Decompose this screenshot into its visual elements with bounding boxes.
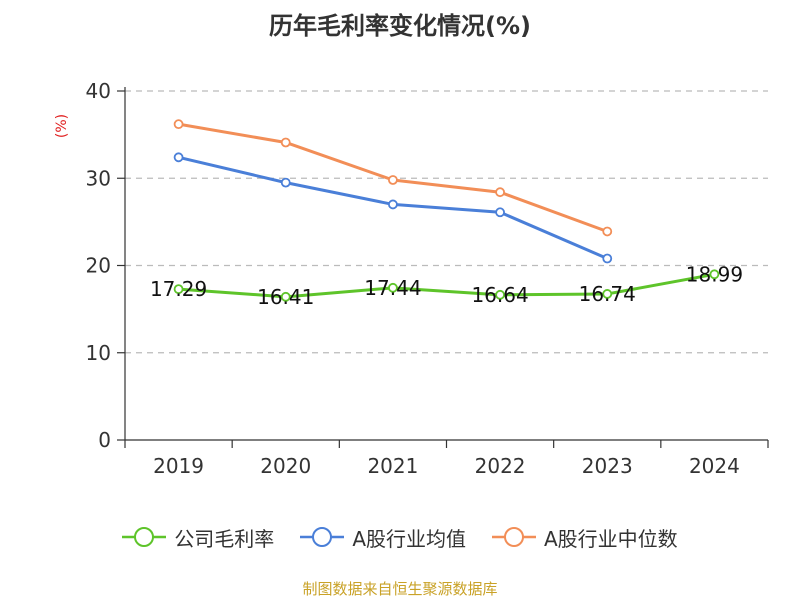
legend-marker-icon	[492, 527, 536, 547]
x-tick-label: 2019	[153, 454, 204, 478]
data-point	[280, 137, 291, 148]
legend-label: A股行业均值	[352, 526, 466, 551]
chart-title: 历年毛利率变化情况(%)	[269, 12, 531, 40]
x-tick-label: 2023	[582, 454, 633, 478]
series-line	[178, 272, 715, 299]
x-tick-label: 2021	[367, 454, 418, 478]
data-point	[602, 253, 613, 264]
legend-label: 公司毛利率	[174, 526, 275, 551]
data-label: 17.44	[364, 276, 421, 300]
y-tick-label: 20	[86, 254, 111, 278]
data-point	[709, 269, 720, 280]
legend-item[interactable]: A股行业中位数	[492, 523, 678, 552]
y-tick-label: 30	[86, 166, 111, 190]
data-point	[602, 289, 613, 299]
y-tick-label: 40	[86, 79, 111, 103]
data-point	[602, 226, 613, 237]
data-label: 16.64	[471, 283, 528, 307]
data-label: 17.29	[150, 277, 207, 301]
data-point	[173, 284, 184, 295]
data-label: 16.74	[579, 282, 636, 306]
legend-label: A股行业中位数	[544, 526, 678, 551]
data-point	[495, 207, 505, 218]
chart-legend: 公司毛利率 A股行业均值 A股行业中位数	[0, 520, 800, 554]
x-tick-label: 2024	[689, 454, 740, 478]
legend-marker-icon	[122, 527, 167, 547]
y-tick-label: 10	[86, 341, 111, 365]
data-point	[388, 282, 398, 293]
data-point	[280, 177, 291, 188]
data-label: 18.99	[686, 262, 743, 286]
data-point	[388, 175, 398, 185]
legend-marker-icon	[300, 527, 345, 547]
x-tick-label: 2020	[260, 454, 311, 478]
data-point	[495, 187, 505, 198]
legend-item[interactable]: 公司毛利率	[122, 523, 274, 552]
data-point	[280, 291, 291, 302]
legend-item[interactable]: A股行业均值	[300, 523, 466, 552]
data-label: 16.41	[257, 285, 314, 309]
data-point	[173, 152, 184, 163]
y-tick-label: 0	[98, 428, 111, 452]
data-point	[495, 289, 505, 300]
data-point	[388, 199, 398, 210]
x-tick-label: 2022	[475, 454, 526, 478]
source-note: 制图数据来自恒生聚源数据库	[302, 580, 498, 598]
y-axis-unit: (%)	[54, 114, 70, 138]
data-point	[173, 119, 184, 130]
